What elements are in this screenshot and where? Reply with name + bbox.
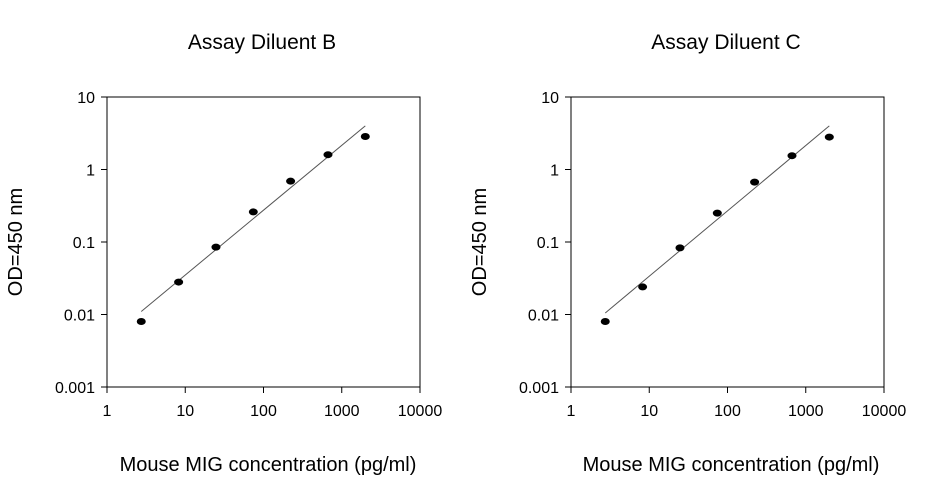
x-tick-label: 1000 — [324, 403, 360, 420]
data-points — [136, 133, 370, 326]
data-point — [750, 178, 760, 186]
y-tick-label: 1 — [550, 163, 559, 180]
x-tick-label: 10 — [640, 403, 658, 420]
x-tick-label: 10000 — [862, 403, 907, 420]
data-point — [211, 243, 221, 251]
data-point — [248, 208, 258, 216]
data-point — [787, 152, 797, 160]
chart-panel-diluent-c: Assay Diluent C 1 10 100 1000 10000 0.001 0.01… — [469, 31, 906, 476]
x-axis-label: Mouse MIG concentration (pg/ml) — [583, 454, 880, 476]
chart-title: Assay Diluent C — [651, 31, 800, 54]
data-point — [600, 318, 610, 326]
x-tick-label: 100 — [250, 403, 277, 420]
y-axis-label: OD=450 nm — [469, 188, 491, 296]
y-tick-label: 10 — [541, 90, 559, 107]
y-tick-label: 0.1 — [73, 235, 95, 252]
axis-ticks: 1 10 100 1000 10000 0.001 0.01 0.1 1 10 — [519, 90, 906, 420]
data-points — [600, 133, 834, 326]
data-point — [824, 133, 834, 141]
data-point — [323, 151, 333, 159]
x-tick-label: 10000 — [398, 403, 443, 420]
y-tick-label: 0.001 — [55, 380, 95, 397]
y-tick-label: 0.01 — [64, 308, 95, 325]
data-point — [286, 177, 296, 185]
data-point — [136, 318, 146, 326]
y-tick-label: 0.001 — [519, 380, 559, 397]
y-tick-label: 0.1 — [537, 235, 559, 252]
plot-frame — [106, 96, 421, 388]
plot-frame — [570, 96, 885, 388]
data-point — [174, 278, 184, 286]
y-tick-label: 0.01 — [528, 308, 559, 325]
x-tick-label: 10 — [176, 403, 194, 420]
x-tick-label: 100 — [714, 403, 741, 420]
x-axis-label: Mouse MIG concentration (pg/ml) — [120, 454, 417, 476]
chart-title: Assay Diluent B — [188, 31, 336, 54]
y-tick-label: 10 — [77, 90, 95, 107]
x-tick-label: 1000 — [788, 403, 824, 420]
axis-ticks: 1 10 100 1000 10000 0.001 0.01 0.1 1 10 — [55, 90, 442, 420]
x-tick-label: 1 — [567, 403, 576, 420]
data-point — [712, 209, 722, 217]
y-tick-label: 1 — [86, 163, 95, 180]
chart-panel-diluent-b: Assay Diluent B 1 10 100 1000 10000 0.001 0.01… — [5, 31, 442, 476]
data-point — [675, 244, 685, 252]
data-point — [638, 283, 648, 291]
data-point — [360, 133, 370, 141]
x-tick-label: 1 — [103, 403, 112, 420]
y-axis-label: OD=450 nm — [5, 188, 27, 296]
